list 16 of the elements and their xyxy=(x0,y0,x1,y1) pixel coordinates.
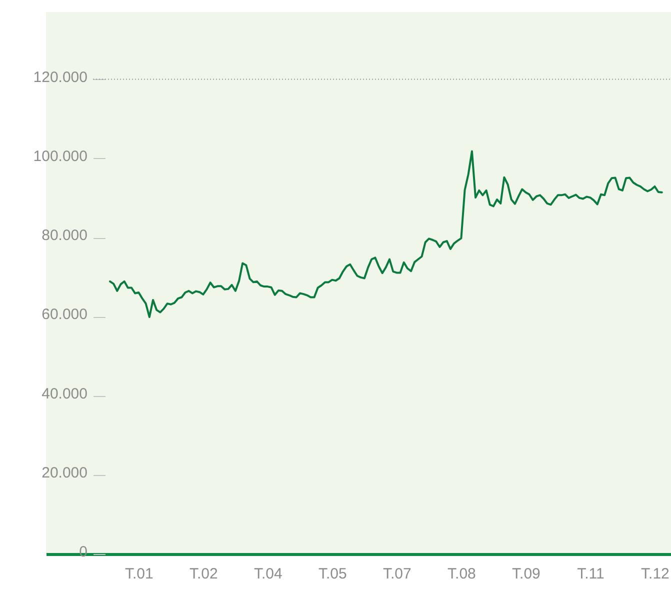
y-tick-label: 40.000 xyxy=(42,385,88,402)
x-tick-label: T.08 xyxy=(448,566,476,582)
x-tick-label: T.09 xyxy=(512,566,540,582)
y-tick-label: 120.000 xyxy=(33,68,88,86)
y-tick-label: 80.000 xyxy=(42,227,88,244)
x-tick-label: T.05 xyxy=(318,566,347,582)
x-tick-label: T.12 xyxy=(641,566,670,582)
x-tick-label: T.02 xyxy=(189,566,218,582)
x-tick-label: T.01 xyxy=(124,566,154,582)
x-tick-label: T.07 xyxy=(383,566,412,582)
y-tick-label: 100.000 xyxy=(33,148,88,165)
x-tick-label: T.04 xyxy=(254,566,282,582)
y-tick-label: 20.000 xyxy=(42,464,88,482)
x-tick-label: T.11 xyxy=(577,566,604,582)
y-tick-label: 60.000 xyxy=(42,306,88,324)
line-series xyxy=(109,150,663,318)
